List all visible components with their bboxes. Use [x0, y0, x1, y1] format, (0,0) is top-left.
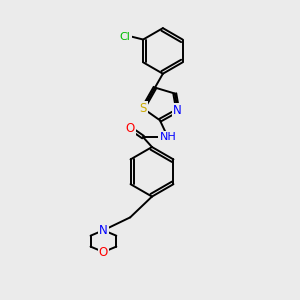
- Text: Cl: Cl: [120, 32, 131, 42]
- Text: NH: NH: [160, 132, 176, 142]
- Text: N: N: [173, 104, 182, 117]
- Text: O: O: [126, 122, 135, 135]
- Text: N: N: [99, 224, 108, 237]
- Text: O: O: [99, 245, 108, 259]
- Text: S: S: [140, 102, 147, 115]
